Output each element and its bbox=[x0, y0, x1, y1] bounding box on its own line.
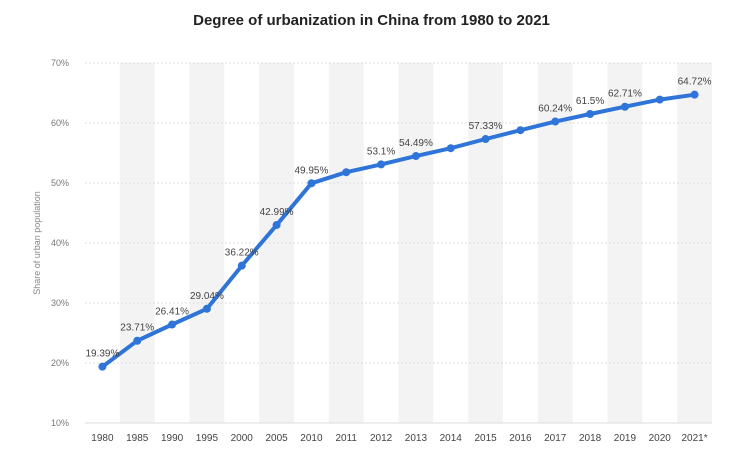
data-label: 60.24% bbox=[538, 104, 572, 115]
y-tick-label: 30% bbox=[51, 298, 69, 308]
data-label: 26.41% bbox=[155, 307, 189, 318]
data-point bbox=[377, 160, 386, 169]
y-axis-label: Share of urban population bbox=[32, 191, 42, 295]
data-point bbox=[620, 102, 629, 111]
data-point bbox=[133, 336, 142, 345]
data-label: 49.95% bbox=[294, 165, 328, 176]
data-label: 42.99% bbox=[260, 207, 294, 218]
column-bands bbox=[119, 63, 712, 423]
data-label: 64.72% bbox=[678, 77, 712, 88]
gridlines bbox=[85, 62, 712, 424]
data-label: 61.5% bbox=[576, 96, 604, 107]
data-point bbox=[446, 144, 455, 153]
x-tick-label: 2013 bbox=[405, 433, 428, 444]
x-tick-label: 1985 bbox=[126, 433, 149, 444]
data-label: 23.71% bbox=[120, 323, 154, 334]
x-axis-ticks: 1980 1985 1990 1995 2000 2005 2010 2011 2012 2013… bbox=[91, 433, 707, 444]
series-line bbox=[100, 92, 697, 369]
data-point bbox=[98, 362, 107, 371]
x-tick-label: 2000 bbox=[231, 433, 254, 444]
y-axis-ticks: 10% 20% 30% 40% 50% 60% 70% bbox=[51, 58, 69, 428]
data-point bbox=[272, 221, 281, 230]
data-point bbox=[342, 168, 351, 177]
data-point bbox=[237, 261, 246, 270]
x-tick-label: 2017 bbox=[544, 433, 567, 444]
x-tick-label: 2010 bbox=[300, 433, 323, 444]
data-point bbox=[307, 179, 316, 188]
x-tick-label: 2015 bbox=[474, 433, 497, 444]
y-tick-label: 40% bbox=[51, 238, 69, 248]
y-tick-label: 20% bbox=[51, 358, 69, 368]
data-label: 53.1% bbox=[367, 146, 395, 157]
x-tick-label: 2018 bbox=[579, 433, 602, 444]
y-tick-label: 60% bbox=[51, 118, 69, 128]
x-tick-label: 2011 bbox=[335, 433, 357, 444]
x-tick-label: 2012 bbox=[370, 433, 393, 444]
data-point bbox=[516, 126, 525, 135]
column-band bbox=[398, 63, 434, 423]
data-label: 54.49% bbox=[399, 138, 433, 149]
x-tick-label: 2005 bbox=[265, 433, 288, 444]
x-tick-label: 2014 bbox=[440, 433, 463, 444]
data-point bbox=[551, 117, 560, 126]
data-point bbox=[481, 135, 490, 144]
chart-title: Degree of urbanization in China from 198… bbox=[193, 12, 550, 29]
data-point bbox=[202, 304, 211, 313]
data-label: 36.22% bbox=[225, 248, 259, 259]
x-tick-label: 1980 bbox=[91, 433, 114, 444]
x-tick-label: 2020 bbox=[649, 433, 672, 444]
data-point bbox=[655, 95, 664, 104]
data-label: 62.71% bbox=[608, 89, 642, 100]
data-point bbox=[411, 152, 420, 161]
x-tick-label: 2019 bbox=[614, 433, 637, 444]
x-tick-label: 1990 bbox=[161, 433, 184, 444]
data-point bbox=[586, 110, 595, 118]
y-tick-label: 70% bbox=[51, 58, 69, 68]
y-tick-label: 10% bbox=[51, 418, 69, 428]
x-tick-label: 2021* bbox=[682, 433, 708, 444]
column-band bbox=[259, 63, 294, 423]
data-labels: 19.39% 23.71%26.41%29.04% 36.22% 42.99% 49.9… bbox=[85, 77, 711, 360]
data-label: 19.39% bbox=[85, 349, 119, 360]
data-point bbox=[690, 90, 699, 99]
y-tick-label: 50% bbox=[51, 178, 69, 188]
x-tick-label: 2016 bbox=[509, 433, 532, 444]
data-points bbox=[98, 90, 699, 371]
data-point bbox=[168, 320, 177, 329]
x-tick-label: 1995 bbox=[196, 433, 219, 444]
data-label: 29.04% bbox=[190, 291, 224, 302]
data-label: 57.33% bbox=[469, 121, 503, 132]
